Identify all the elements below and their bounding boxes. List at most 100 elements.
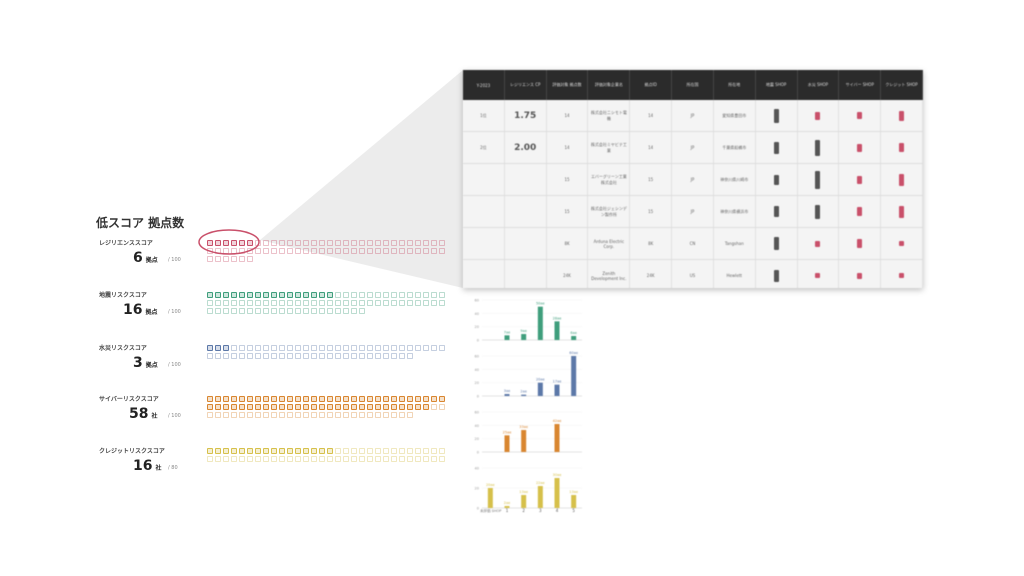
- location-cell: [343, 353, 349, 359]
- y-tick-label: 40: [475, 424, 479, 428]
- bar-data-label: 50ae: [536, 302, 545, 306]
- score-mini-bar-cell: [798, 228, 840, 259]
- location-cell: [287, 412, 293, 418]
- location-cell: [359, 456, 365, 462]
- location-cell: [303, 345, 309, 351]
- table-cell: US: [672, 260, 714, 288]
- location-cell: [367, 456, 373, 462]
- location-cell: [415, 345, 421, 351]
- table-row[interactable]: 24K Zenith Development Inc. 24K US Hewlett: [463, 260, 923, 288]
- location-cell: [383, 353, 389, 359]
- location-cell: [423, 300, 429, 306]
- table-cell: 神奈川県川崎市: [714, 164, 756, 195]
- table-row[interactable]: 2位 2.00 14 株式会社ミヤビテ工業 14 JP 千葉県船橋市: [463, 132, 923, 164]
- location-cell: [327, 353, 333, 359]
- x-tick-label: 4: [556, 508, 559, 513]
- table-row[interactable]: 15 エバーグリーン工業株式会社 15 JP 神奈川県川崎市: [463, 164, 923, 196]
- panel-title: 低スコア 拠点数: [96, 216, 185, 230]
- score-mini-bar: [899, 241, 905, 246]
- bar-data-label: 9ae: [520, 329, 527, 333]
- location-grid: [206, 447, 446, 463]
- bar: [571, 336, 577, 340]
- score-mini-bar: [815, 240, 821, 247]
- low-score-cell: [303, 404, 309, 410]
- table-row[interactable]: 8K Arduna Electric Corp. 8K CN Tangshan: [463, 228, 923, 260]
- bar: [554, 384, 560, 396]
- location-cell: [391, 292, 397, 298]
- score-mini-bar: [815, 204, 821, 219]
- low-score-cell: [399, 396, 405, 402]
- location-cell: [391, 456, 397, 462]
- low-score-cell: [207, 396, 213, 402]
- location-cell: [439, 456, 445, 462]
- bar-data-label: 20ae: [536, 378, 545, 382]
- score-denominator: / 100: [168, 362, 181, 368]
- table-cell: 24K: [630, 260, 673, 288]
- location-cell: [327, 345, 333, 351]
- bar-data-label: 13ae: [519, 490, 528, 494]
- y-tick-label: 0: [477, 395, 479, 399]
- low-score-cell: [327, 396, 333, 402]
- location-cell: [295, 412, 301, 418]
- score-mini-bar-cell: [756, 132, 798, 163]
- location-cell: [279, 308, 285, 314]
- location-cell: [375, 300, 381, 306]
- score-mini-bar: [857, 272, 863, 279]
- location-cell: [287, 240, 293, 246]
- bar: [487, 488, 493, 508]
- table-cell: [505, 228, 547, 259]
- location-cell: [231, 308, 237, 314]
- location-cell: [375, 240, 381, 246]
- location-cell: [215, 308, 221, 314]
- table-cell: 15: [547, 164, 589, 195]
- score-mini-bar-cell: [839, 228, 882, 259]
- bar-data-label: 17ae: [553, 380, 562, 384]
- low-score-cell: [247, 404, 253, 410]
- location-cell: [263, 308, 269, 314]
- low-score-cell: [263, 448, 269, 454]
- table-row[interactable]: 15 株式会社ジェシンデン製作所 15 JP 神奈川県横浜市: [463, 196, 923, 228]
- location-cell: [271, 300, 277, 306]
- low-score-cell: [439, 396, 445, 402]
- location-cell: [343, 412, 349, 418]
- location-cell: [247, 456, 253, 462]
- y-tick-label: 40: [475, 312, 479, 316]
- y-tick-label: 0: [477, 451, 479, 455]
- table-cell: 神奈川県横浜市: [714, 196, 756, 227]
- location-cell: [423, 248, 429, 254]
- table-row[interactable]: 1位 1.75 14 株式会社ニシモト電機 14 JP 愛知県豊田市: [463, 100, 923, 132]
- low-score-cell: [343, 396, 349, 402]
- bar-data-label: 28ae: [553, 316, 562, 320]
- score-count: 58: [129, 406, 149, 422]
- low-score-cell: [239, 396, 245, 402]
- low-score-cell: [351, 396, 357, 402]
- location-cell: [263, 353, 269, 359]
- y-tick-label: 60: [475, 355, 479, 359]
- table-cell: [463, 196, 505, 227]
- location-cell: [215, 412, 221, 418]
- low-score-cell: [423, 404, 429, 410]
- location-cell: [263, 345, 269, 351]
- location-cell: [383, 300, 389, 306]
- score-label: 地震リスクスコア: [99, 292, 147, 299]
- location-cell: [327, 456, 333, 462]
- location-cell: [399, 300, 405, 306]
- score-mini-bar-cell: [881, 132, 923, 163]
- location-cell: [295, 456, 301, 462]
- location-cell: [207, 256, 213, 262]
- table-cell: 14: [630, 100, 673, 131]
- location-cell: [351, 345, 357, 351]
- location-cell: [263, 240, 269, 246]
- table-cell: 株式会社ニシモト電機: [588, 100, 631, 131]
- score-count-group: 16 社: [133, 455, 162, 474]
- location-cell: [255, 308, 261, 314]
- location-cell: [351, 248, 357, 254]
- location-cell: [343, 292, 349, 298]
- x-tick-label: 5: [572, 508, 575, 513]
- table-body: 1位 1.75 14 株式会社ニシモト電機 14 JP 愛知県豊田市 2位 2.00 14 株式会社…: [463, 100, 923, 288]
- low-score-cell: [215, 240, 221, 246]
- table-cell: [463, 228, 505, 259]
- low-score-cell: [207, 448, 213, 454]
- low-score-cell: [335, 404, 341, 410]
- low-score-cell: [223, 396, 229, 402]
